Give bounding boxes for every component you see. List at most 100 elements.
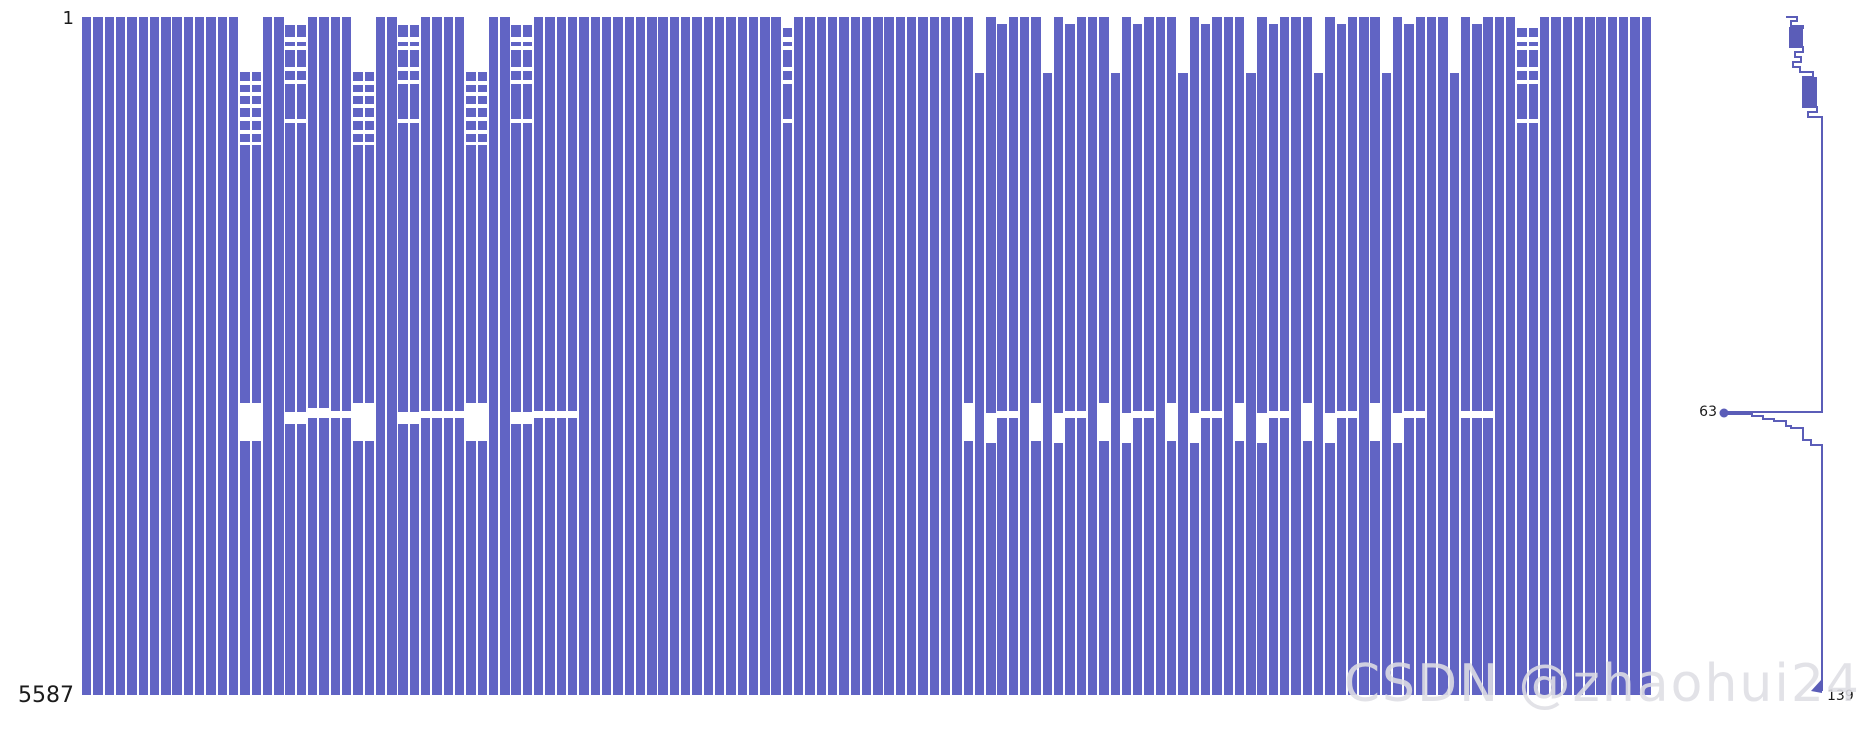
matrix-column bbox=[590, 17, 602, 695]
column-bar bbox=[1280, 17, 1290, 695]
column-bar bbox=[1641, 17, 1652, 695]
matrix-column bbox=[443, 17, 455, 695]
matrix-column bbox=[206, 17, 217, 695]
missing-data-gap bbox=[1031, 402, 1043, 441]
matrix-column bbox=[556, 17, 568, 695]
last-row-label: 5587 bbox=[18, 683, 74, 708]
column-bar bbox=[477, 17, 487, 695]
matrix-column bbox=[1472, 17, 1484, 695]
missing-data-gap bbox=[1212, 410, 1224, 419]
missing-data-gap bbox=[1133, 410, 1145, 419]
missing-data-gap bbox=[1517, 46, 1529, 51]
column-bar bbox=[556, 17, 567, 695]
column-bar bbox=[1551, 17, 1561, 695]
matrix-column bbox=[1268, 17, 1281, 695]
column-bar bbox=[1121, 17, 1132, 695]
column-bar bbox=[1370, 17, 1380, 695]
matrix-column bbox=[839, 17, 850, 695]
matrix-column bbox=[1110, 17, 1122, 695]
matrix-column bbox=[748, 17, 760, 695]
column-bar bbox=[658, 17, 668, 695]
missing-data-gap bbox=[285, 118, 297, 123]
missing-data-gap bbox=[511, 67, 523, 72]
matrix-column bbox=[737, 17, 749, 695]
matrix-column bbox=[285, 17, 297, 695]
matrix-column bbox=[1280, 17, 1292, 695]
column-bar bbox=[251, 17, 261, 695]
missing-data-gap bbox=[1517, 37, 1529, 43]
missing-data-gap bbox=[466, 80, 478, 86]
matrix-column bbox=[669, 17, 681, 695]
column-bar bbox=[104, 17, 114, 695]
column-bar bbox=[1630, 17, 1640, 695]
missing-data-gap bbox=[1144, 410, 1156, 419]
missing-data-gap bbox=[997, 410, 1009, 419]
column-bar bbox=[364, 17, 374, 695]
first-row-label: 1 bbox=[62, 8, 74, 29]
matrix-column bbox=[104, 17, 116, 695]
matrix-column bbox=[1415, 17, 1427, 695]
missing-data-gap bbox=[240, 17, 252, 72]
missing-data-gap bbox=[477, 80, 489, 86]
missing-data-gap bbox=[466, 402, 478, 441]
matrix-column bbox=[240, 17, 252, 695]
column-bar bbox=[240, 17, 250, 695]
missing-data-gap bbox=[522, 67, 535, 72]
column-bar bbox=[1167, 17, 1177, 695]
min-point-marker bbox=[1719, 408, 1729, 418]
column-bar bbox=[590, 17, 600, 695]
missing-data-gap bbox=[1472, 17, 1484, 24]
matrix-column bbox=[794, 17, 805, 695]
matrix-column bbox=[1189, 17, 1201, 695]
column-bar bbox=[522, 17, 533, 695]
column-bar bbox=[1347, 17, 1358, 695]
column-bar bbox=[907, 17, 917, 695]
missing-data-gap bbox=[1200, 17, 1213, 24]
matrix-column bbox=[511, 17, 523, 695]
column-bar bbox=[387, 17, 397, 695]
missing-data-gap bbox=[398, 17, 410, 26]
missing-data-gap bbox=[545, 410, 557, 419]
missing-data-gap bbox=[1121, 412, 1134, 443]
matrix-column bbox=[1494, 17, 1506, 695]
matrix-column bbox=[1087, 17, 1099, 695]
missing-data-gap bbox=[522, 80, 535, 85]
missing-data-gap bbox=[364, 129, 376, 134]
missing-data-gap bbox=[398, 37, 410, 43]
matrix-column bbox=[579, 17, 590, 695]
column-bar bbox=[1087, 17, 1098, 695]
column-bar bbox=[454, 17, 465, 695]
missing-data-gap bbox=[240, 80, 252, 86]
column-bar bbox=[1619, 17, 1629, 695]
column-bar bbox=[443, 17, 454, 695]
matrix-column bbox=[488, 17, 500, 695]
column-bar bbox=[127, 17, 137, 695]
missing-data-gap bbox=[466, 91, 478, 96]
missing-data-gap bbox=[466, 103, 478, 108]
column-bar bbox=[827, 17, 838, 695]
matrix-column bbox=[1438, 17, 1449, 695]
matrix-column bbox=[1246, 17, 1258, 695]
matrix-column bbox=[963, 17, 975, 695]
missing-data-gap bbox=[477, 129, 489, 134]
column-bar bbox=[613, 17, 623, 695]
column-bar bbox=[1438, 17, 1448, 695]
missing-data-gap bbox=[1517, 118, 1529, 123]
column-bar bbox=[1415, 17, 1426, 695]
column-bar bbox=[884, 17, 894, 695]
matrix-column bbox=[274, 17, 285, 695]
matrix-column bbox=[1551, 17, 1562, 695]
missing-data-gap bbox=[1528, 80, 1540, 85]
column-bar bbox=[421, 17, 431, 695]
column-bar bbox=[82, 17, 92, 695]
missing-data-gap bbox=[477, 103, 489, 108]
matrix-column bbox=[421, 17, 433, 695]
matrix-column bbox=[1562, 17, 1574, 695]
missing-data-gap bbox=[1268, 17, 1281, 24]
missing-data-gap bbox=[296, 80, 309, 85]
matrix-column bbox=[1381, 17, 1394, 695]
column-bar bbox=[963, 17, 973, 695]
missing-data-gap bbox=[782, 37, 795, 43]
column-bar bbox=[1562, 17, 1572, 695]
